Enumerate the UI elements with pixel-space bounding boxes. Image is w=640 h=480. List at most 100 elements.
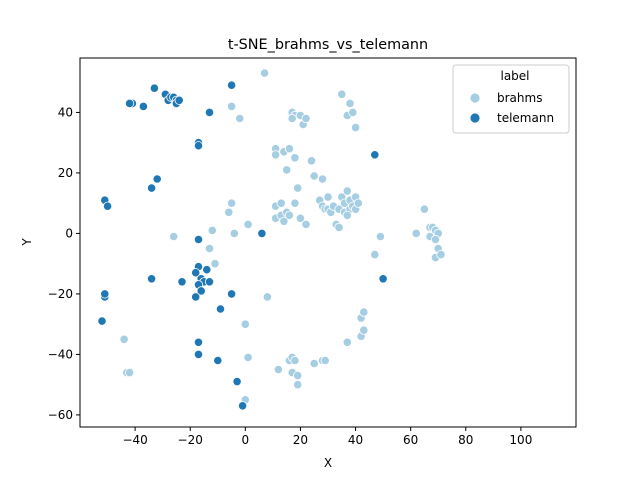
y-tick-label: 20 — [58, 166, 73, 180]
x-tick-label: 40 — [348, 433, 363, 447]
data-point-brahms — [375, 231, 385, 242]
series-brahms — [119, 68, 446, 405]
data-point-brahms — [284, 210, 294, 220]
data-point-brahms — [224, 207, 234, 217]
data-point-brahms — [235, 113, 245, 124]
data-point-brahms — [309, 171, 319, 181]
data-point-telemann — [100, 289, 110, 299]
data-point-telemann — [193, 141, 204, 151]
data-point-telemann — [147, 183, 157, 193]
data-point-brahms — [350, 123, 361, 133]
data-point-brahms — [436, 250, 446, 260]
data-point-brahms — [273, 364, 283, 375]
legend-label-brahms: brahms — [497, 91, 542, 105]
data-point-telemann — [191, 292, 201, 302]
data-point-brahms — [353, 198, 363, 208]
data-point-brahms — [337, 89, 347, 99]
data-point-telemann — [213, 355, 223, 366]
data-point-brahms — [243, 219, 253, 229]
x-tick-label: −20 — [178, 433, 203, 447]
data-point-brahms — [270, 150, 281, 160]
data-point-brahms — [359, 307, 369, 317]
data-point-brahms — [276, 198, 286, 208]
data-point-brahms — [342, 210, 352, 220]
data-point-telemann — [193, 337, 204, 347]
data-point-telemann — [257, 228, 267, 238]
x-tick-label: 100 — [509, 433, 532, 447]
data-point-telemann — [149, 83, 159, 93]
legend-box — [452, 64, 570, 134]
data-point-brahms — [293, 183, 303, 193]
data-point-brahms — [306, 156, 317, 166]
data-point-telemann — [174, 95, 184, 105]
data-point-brahms — [334, 222, 344, 232]
y-axis-label: Y — [20, 238, 34, 247]
data-point-brahms — [290, 355, 300, 366]
data-point-brahms — [430, 234, 441, 245]
data-point-telemann — [227, 289, 237, 299]
data-point-brahms — [301, 113, 311, 124]
data-point-brahms — [210, 259, 220, 269]
data-point-brahms — [227, 101, 237, 112]
data-point-brahms — [345, 98, 355, 109]
data-point-telemann — [193, 234, 204, 245]
data-point-telemann — [177, 277, 187, 287]
y-tick-label: 40 — [58, 105, 73, 119]
data-point-brahms — [411, 228, 421, 238]
plot-frame — [79, 57, 577, 428]
x-tick-label: 60 — [403, 433, 418, 447]
data-point-brahms — [370, 250, 380, 260]
data-point-brahms — [240, 319, 250, 329]
data-point-telemann — [97, 316, 107, 326]
x-tick-label: 0 — [242, 433, 250, 447]
data-point-brahms — [259, 68, 270, 78]
data-point-telemann — [204, 107, 215, 118]
data-point-brahms — [204, 243, 215, 254]
data-point-telemann — [378, 274, 388, 284]
chart-title: t-SNE_brahms_vs_telemann — [228, 37, 428, 53]
data-point-telemann — [227, 80, 237, 90]
legend-marker-brahms — [469, 92, 481, 104]
data-point-brahms — [359, 325, 369, 335]
data-point-brahms — [317, 174, 328, 184]
data-point-brahms — [125, 367, 135, 378]
data-point-brahms — [119, 334, 129, 344]
y-tick-label: −60 — [48, 408, 73, 422]
x-tick-label: −40 — [122, 433, 147, 447]
data-point-brahms — [419, 204, 429, 214]
data-point-brahms — [290, 198, 300, 208]
data-point-brahms — [293, 370, 303, 381]
data-point-telemann — [193, 349, 204, 359]
y-tick-label: −20 — [48, 287, 73, 301]
data-point-telemann — [204, 277, 215, 287]
data-point-telemann — [238, 401, 248, 411]
data-point-telemann — [103, 201, 113, 211]
data-point-brahms — [295, 213, 305, 223]
data-point-telemann — [152, 174, 162, 184]
data-point-brahms — [284, 144, 294, 154]
data-point-brahms — [301, 219, 311, 229]
data-point-brahms — [309, 358, 319, 369]
data-point-brahms — [293, 380, 303, 390]
points-layer — [97, 68, 446, 411]
y-tick-label: −40 — [48, 347, 73, 361]
data-point-brahms — [207, 225, 217, 235]
data-point-telemann — [191, 268, 201, 278]
data-point-brahms — [227, 198, 237, 208]
legend-marker-telemann — [469, 112, 481, 124]
x-tick-label: 80 — [458, 433, 473, 447]
data-point-brahms — [290, 153, 300, 163]
data-point-brahms — [282, 165, 292, 175]
series-telemann — [97, 80, 388, 411]
data-point-telemann — [147, 274, 157, 284]
data-point-telemann — [202, 265, 212, 275]
data-point-brahms — [348, 107, 358, 118]
data-point-brahms — [243, 352, 253, 362]
x-axis-label: X — [324, 456, 332, 470]
data-point-brahms — [279, 216, 289, 226]
data-point-telemann — [215, 304, 226, 314]
y-tick-label: 0 — [65, 226, 73, 240]
legend-title: label — [500, 69, 529, 83]
ticks-layer: −40 −20 0 20 40 60 80 100 −60 −40 −20 0 20 40 — [48, 105, 533, 447]
